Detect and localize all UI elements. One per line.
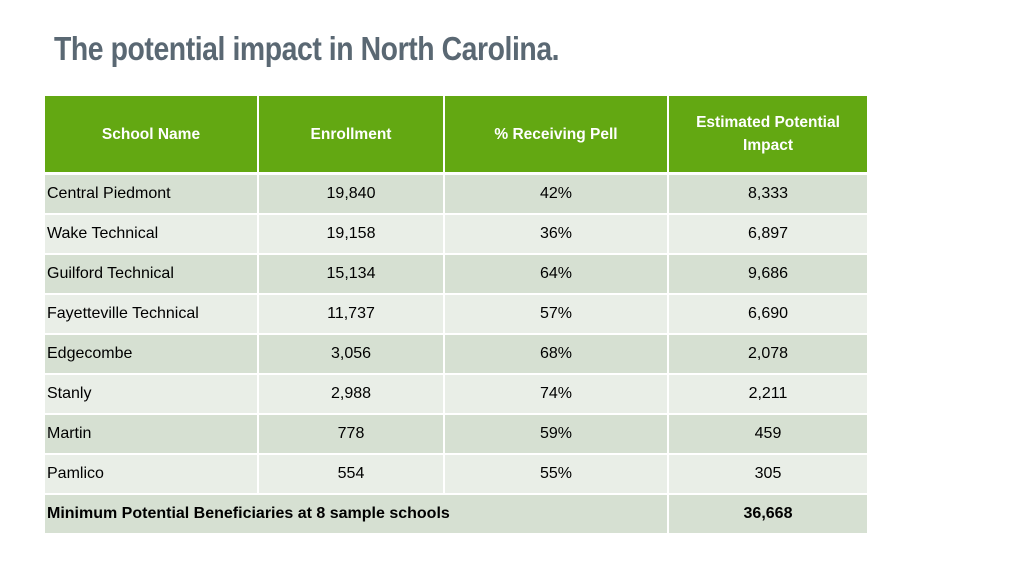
pell-percent-cell: 64% xyxy=(444,254,669,295)
table-row: Martin 778 59% 459 xyxy=(45,414,867,455)
enrollment-cell: 19,158 xyxy=(258,214,445,255)
enrollment-cell: 2,988 xyxy=(258,374,445,415)
header-estimated-impact: Estimated Potential Impact xyxy=(668,96,867,175)
pell-percent-cell: 68% xyxy=(444,334,669,375)
header-school-name: School Name xyxy=(45,96,259,175)
school-name-cell: Wake Technical xyxy=(45,214,259,255)
table-row: Pamlico 554 55% 305 xyxy=(45,454,867,495)
impact-cell: 2,211 xyxy=(668,374,867,415)
impact-cell: 6,690 xyxy=(668,294,867,335)
impact-cell: 459 xyxy=(668,414,867,455)
enrollment-cell: 3,056 xyxy=(258,334,445,375)
table-row: Guilford Technical 15,134 64% 9,686 xyxy=(45,254,867,295)
impact-cell: 9,686 xyxy=(668,254,867,295)
enrollment-cell: 554 xyxy=(258,454,445,495)
enrollment-cell: 15,134 xyxy=(258,254,445,295)
header-percent-pell: % Receiving Pell xyxy=(444,96,669,175)
enrollment-cell: 11,737 xyxy=(258,294,445,335)
impact-cell: 2,078 xyxy=(668,334,867,375)
page-title: The potential impact in North Carolina. xyxy=(54,30,560,67)
impact-cell: 6,897 xyxy=(668,214,867,255)
table-row: Central Piedmont 19,840 42% 8,333 xyxy=(45,173,867,215)
pell-percent-cell: 36% xyxy=(444,214,669,255)
school-name-cell: Fayetteville Technical xyxy=(45,294,259,335)
school-name-cell: Martin xyxy=(45,414,259,455)
pell-percent-cell: 55% xyxy=(444,454,669,495)
enrollment-cell: 778 xyxy=(258,414,445,455)
total-value: 36,668 xyxy=(668,494,867,535)
school-name-cell: Central Piedmont xyxy=(45,173,259,215)
enrollment-cell: 19,840 xyxy=(258,173,445,215)
pell-percent-cell: 57% xyxy=(444,294,669,335)
table-row: Edgecombe 3,056 68% 2,078 xyxy=(45,334,867,375)
impact-cell: 305 xyxy=(668,454,867,495)
impact-cell: 8,333 xyxy=(668,173,867,215)
table-row: Fayetteville Technical 11,737 57% 6,690 xyxy=(45,294,867,335)
school-name-cell: Stanly xyxy=(45,374,259,415)
header-enrollment: Enrollment xyxy=(258,96,445,175)
table-header-row: School Name Enrollment % Receiving Pell … xyxy=(45,96,867,175)
impact-table: School Name Enrollment % Receiving Pell … xyxy=(45,96,867,535)
total-label: Minimum Potential Beneficiaries at 8 sam… xyxy=(45,494,669,535)
table-row: Stanly 2,988 74% 2,211 xyxy=(45,374,867,415)
pell-percent-cell: 74% xyxy=(444,374,669,415)
pell-percent-cell: 42% xyxy=(444,173,669,215)
school-name-cell: Guilford Technical xyxy=(45,254,259,295)
school-name-cell: Pamlico xyxy=(45,454,259,495)
school-name-cell: Edgecombe xyxy=(45,334,259,375)
table-row: Wake Technical 19,158 36% 6,897 xyxy=(45,214,867,255)
total-row: Minimum Potential Beneficiaries at 8 sam… xyxy=(45,494,867,535)
pell-percent-cell: 59% xyxy=(444,414,669,455)
